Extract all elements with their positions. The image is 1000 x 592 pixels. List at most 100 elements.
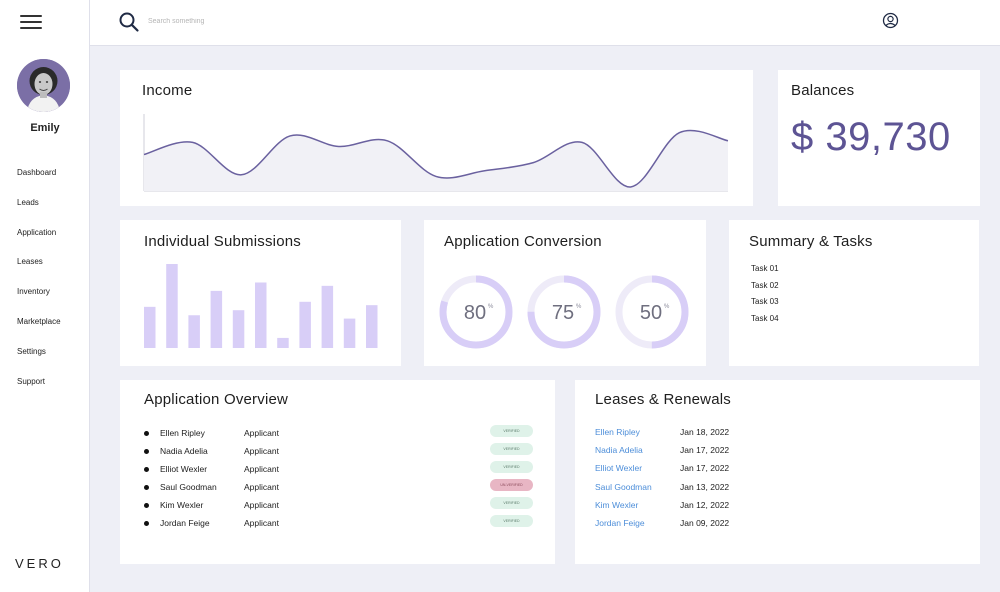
submissions-title: Individual Submissions xyxy=(144,233,301,250)
lease-name-link[interactable]: Kim Wexler xyxy=(595,499,639,510)
lease-name-link[interactable]: Jordan Feige xyxy=(595,518,645,528)
lease-date: Jan 12, 2022 xyxy=(680,499,730,510)
list-item: Kim Wexler Jan 12, 2022 xyxy=(595,500,965,512)
search-input[interactable] xyxy=(148,13,448,29)
applicant-name: Jordan Feige xyxy=(160,518,210,528)
submission-bar xyxy=(321,285,334,348)
applicant-name: Ellen Ripley xyxy=(160,428,205,438)
income-line xyxy=(143,129,729,188)
list-item: Nadia Adelia Jan 17, 2022 xyxy=(595,445,965,457)
applicant-role: Applicant xyxy=(244,428,279,438)
submissions-chart xyxy=(144,264,378,348)
sidebar-item-application[interactable]: Application xyxy=(17,227,57,237)
bullet-dot xyxy=(144,467,149,472)
user-name: Emily xyxy=(30,122,60,134)
sidebar-item-marketplace[interactable]: Marketplace xyxy=(17,316,61,326)
sidebar-item-inventory[interactable]: Inventory xyxy=(17,287,50,297)
submission-bar xyxy=(166,264,178,348)
table-row[interactable]: Ellen Ripley Applicant VERIFIED xyxy=(144,425,539,439)
lease-date: Jan 17, 2022 xyxy=(680,463,730,474)
menu-icon[interactable] xyxy=(20,14,42,30)
top-bar xyxy=(90,0,1000,46)
income-title: Income xyxy=(142,82,193,99)
status-badge: VERIFIED xyxy=(490,461,533,473)
search-icon[interactable] xyxy=(118,11,140,33)
submission-bar xyxy=(255,282,267,348)
brand-logo: VERO xyxy=(15,556,64,571)
gauge-unit: % xyxy=(488,304,494,310)
sidebar-nav: Dashboard Leads Application Leases Inven… xyxy=(17,168,61,406)
bullet-dot xyxy=(144,449,149,454)
status-badge: VERIFIED xyxy=(490,497,533,509)
applicant-role: Applicant xyxy=(244,518,279,528)
lease-name-link[interactable]: Ellen Ripley xyxy=(595,427,640,437)
task-item[interactable]: Task 04 xyxy=(751,314,779,324)
status-badge: VERIFIED xyxy=(490,443,533,455)
table-row[interactable]: Saul Goodman Applicant UN-VERIFIED xyxy=(144,479,539,493)
balances-card: Balances $ 39,730 xyxy=(778,70,980,206)
sidebar-item-leads[interactable]: Leads xyxy=(17,197,39,207)
tasks-card: Summary & Tasks Task 01 Task 02 Task 03 … xyxy=(729,220,979,366)
sidebar-item-settings[interactable]: Settings xyxy=(17,346,46,356)
list-item: Saul Goodman Jan 13, 2022 xyxy=(595,482,965,494)
applicant-role: Applicant xyxy=(244,446,279,456)
lease-date: Jan 09, 2022 xyxy=(680,518,730,528)
lease-name-link[interactable]: Saul Goodman xyxy=(595,481,652,492)
submission-bar xyxy=(343,318,356,348)
task-item[interactable]: Task 01 xyxy=(751,264,779,273)
income-area xyxy=(144,130,728,191)
applicant-role: Applicant xyxy=(244,464,279,474)
bullet-dot xyxy=(144,503,149,508)
gauge-unit: % xyxy=(576,304,582,310)
user-circle-icon[interactable] xyxy=(882,12,899,29)
submission-bar xyxy=(144,306,156,348)
submission-bar xyxy=(232,310,245,348)
applicant-name: Elliot Wexler xyxy=(160,464,208,474)
applicant-role: Applicant xyxy=(244,500,279,510)
task-item[interactable]: Task 02 xyxy=(751,280,779,290)
applicant-role: Applicant xyxy=(244,482,279,492)
leases-card: Leases & Renewals Ellen Ripley Jan 18, 20… xyxy=(575,380,980,564)
table-row[interactable]: Elliot Wexler Applicant VERIFIED xyxy=(144,461,539,475)
bullet-dot xyxy=(144,485,149,490)
table-row[interactable]: Nadia Adelia Applicant VERIFIED xyxy=(144,443,539,457)
applicant-name: Saul Goodman xyxy=(160,482,217,492)
avatar[interactable] xyxy=(17,59,70,112)
lease-date: Jan 18, 2022 xyxy=(680,427,730,437)
lease-date: Jan 17, 2022 xyxy=(680,445,730,456)
balances-title: Balances xyxy=(791,82,855,99)
tasks-title: Summary & Tasks xyxy=(749,233,873,250)
bullet-dot xyxy=(144,431,149,436)
income-chart xyxy=(143,114,729,192)
leases-title: Leases & Renewals xyxy=(595,391,731,408)
task-item[interactable]: Task 03 xyxy=(751,297,779,307)
lease-name-link[interactable]: Elliot Wexler xyxy=(595,463,643,474)
gauge-label: 80 xyxy=(464,302,486,324)
conversion-gauges: 80% 75% 50% xyxy=(439,275,689,349)
list-item: Jordan Feige Jan 09, 2022 xyxy=(595,518,965,530)
sidebar-item-support[interactable]: Support xyxy=(17,376,46,386)
conversion-title: Application Conversion xyxy=(444,233,602,250)
submission-bar xyxy=(210,290,223,348)
applicant-name: Nadia Adelia xyxy=(160,446,208,456)
overview-title: Application Overview xyxy=(144,391,289,408)
gauge-label: 50 xyxy=(640,302,662,324)
submission-bar xyxy=(277,337,289,348)
lease-date: Jan 13, 2022 xyxy=(680,481,730,492)
application-overview-card: Application Overview Ellen Ripley Applica… xyxy=(120,380,555,564)
list-item: Ellen Ripley Jan 18, 2022 xyxy=(595,427,965,439)
sidebar-item-leases[interactable]: Leases xyxy=(17,257,43,267)
submission-bar xyxy=(366,305,378,348)
applicant-name: Kim Wexler xyxy=(160,500,204,510)
table-row[interactable]: Kim Wexler Applicant VERIFIED xyxy=(144,497,539,511)
status-badge: VERIFIED xyxy=(490,425,533,437)
submissions-card: Individual Submissions xyxy=(120,220,401,366)
gauge-arc xyxy=(615,275,689,349)
gauge-unit: % xyxy=(664,304,670,310)
table-row[interactable]: Jordan Feige Applicant VERIFIED xyxy=(144,515,539,529)
sidebar: Emily Dashboard Leads Application Leases… xyxy=(0,0,90,592)
list-item: Elliot Wexler Jan 17, 2022 xyxy=(595,463,965,475)
lease-name-link[interactable]: Nadia Adelia xyxy=(595,445,643,456)
sidebar-item-dashboard[interactable]: Dashboard xyxy=(17,168,57,177)
balance-value: $ 39,730 xyxy=(791,115,951,159)
